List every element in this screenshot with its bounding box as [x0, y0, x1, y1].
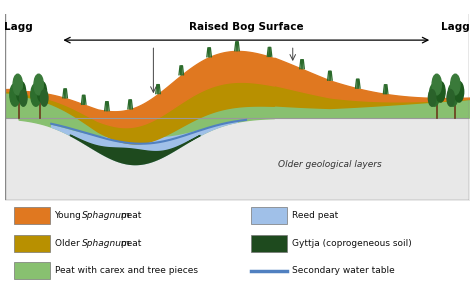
Text: Young: Young [55, 211, 84, 220]
Circle shape [448, 84, 458, 106]
Text: Lagg: Lagg [441, 22, 470, 32]
Circle shape [451, 74, 460, 95]
Circle shape [34, 74, 43, 95]
Text: Lagg: Lagg [4, 22, 33, 32]
Circle shape [432, 74, 441, 95]
Bar [251, 207, 287, 224]
Text: Raised Bog Surface: Raised Bog Surface [189, 22, 304, 32]
Circle shape [428, 90, 436, 106]
Text: Peat with carex and tree pieces: Peat with carex and tree pieces [55, 266, 198, 275]
Bar [14, 235, 50, 252]
Circle shape [429, 84, 439, 106]
Circle shape [19, 90, 27, 106]
Text: Secondary water table: Secondary water table [292, 266, 394, 275]
Text: peat: peat [118, 211, 141, 220]
Text: Older geological layers: Older geological layers [278, 160, 382, 168]
Circle shape [436, 82, 445, 102]
Circle shape [40, 90, 48, 106]
Text: Sphagnum: Sphagnum [82, 211, 130, 220]
Text: Gyttja (coprogeneous soil): Gyttja (coprogeneous soil) [292, 239, 411, 248]
Text: peat: peat [118, 239, 141, 248]
Text: Reed peat: Reed peat [292, 211, 338, 220]
Circle shape [10, 84, 20, 106]
Text: Sphagnum: Sphagnum [82, 239, 130, 248]
Circle shape [447, 90, 455, 106]
Bar [251, 235, 287, 252]
Bar [14, 262, 50, 279]
Circle shape [37, 82, 46, 102]
Circle shape [455, 82, 464, 102]
Circle shape [13, 74, 22, 95]
Text: Older: Older [55, 239, 82, 248]
Circle shape [31, 84, 41, 106]
Circle shape [16, 82, 26, 102]
Bar [14, 207, 50, 224]
